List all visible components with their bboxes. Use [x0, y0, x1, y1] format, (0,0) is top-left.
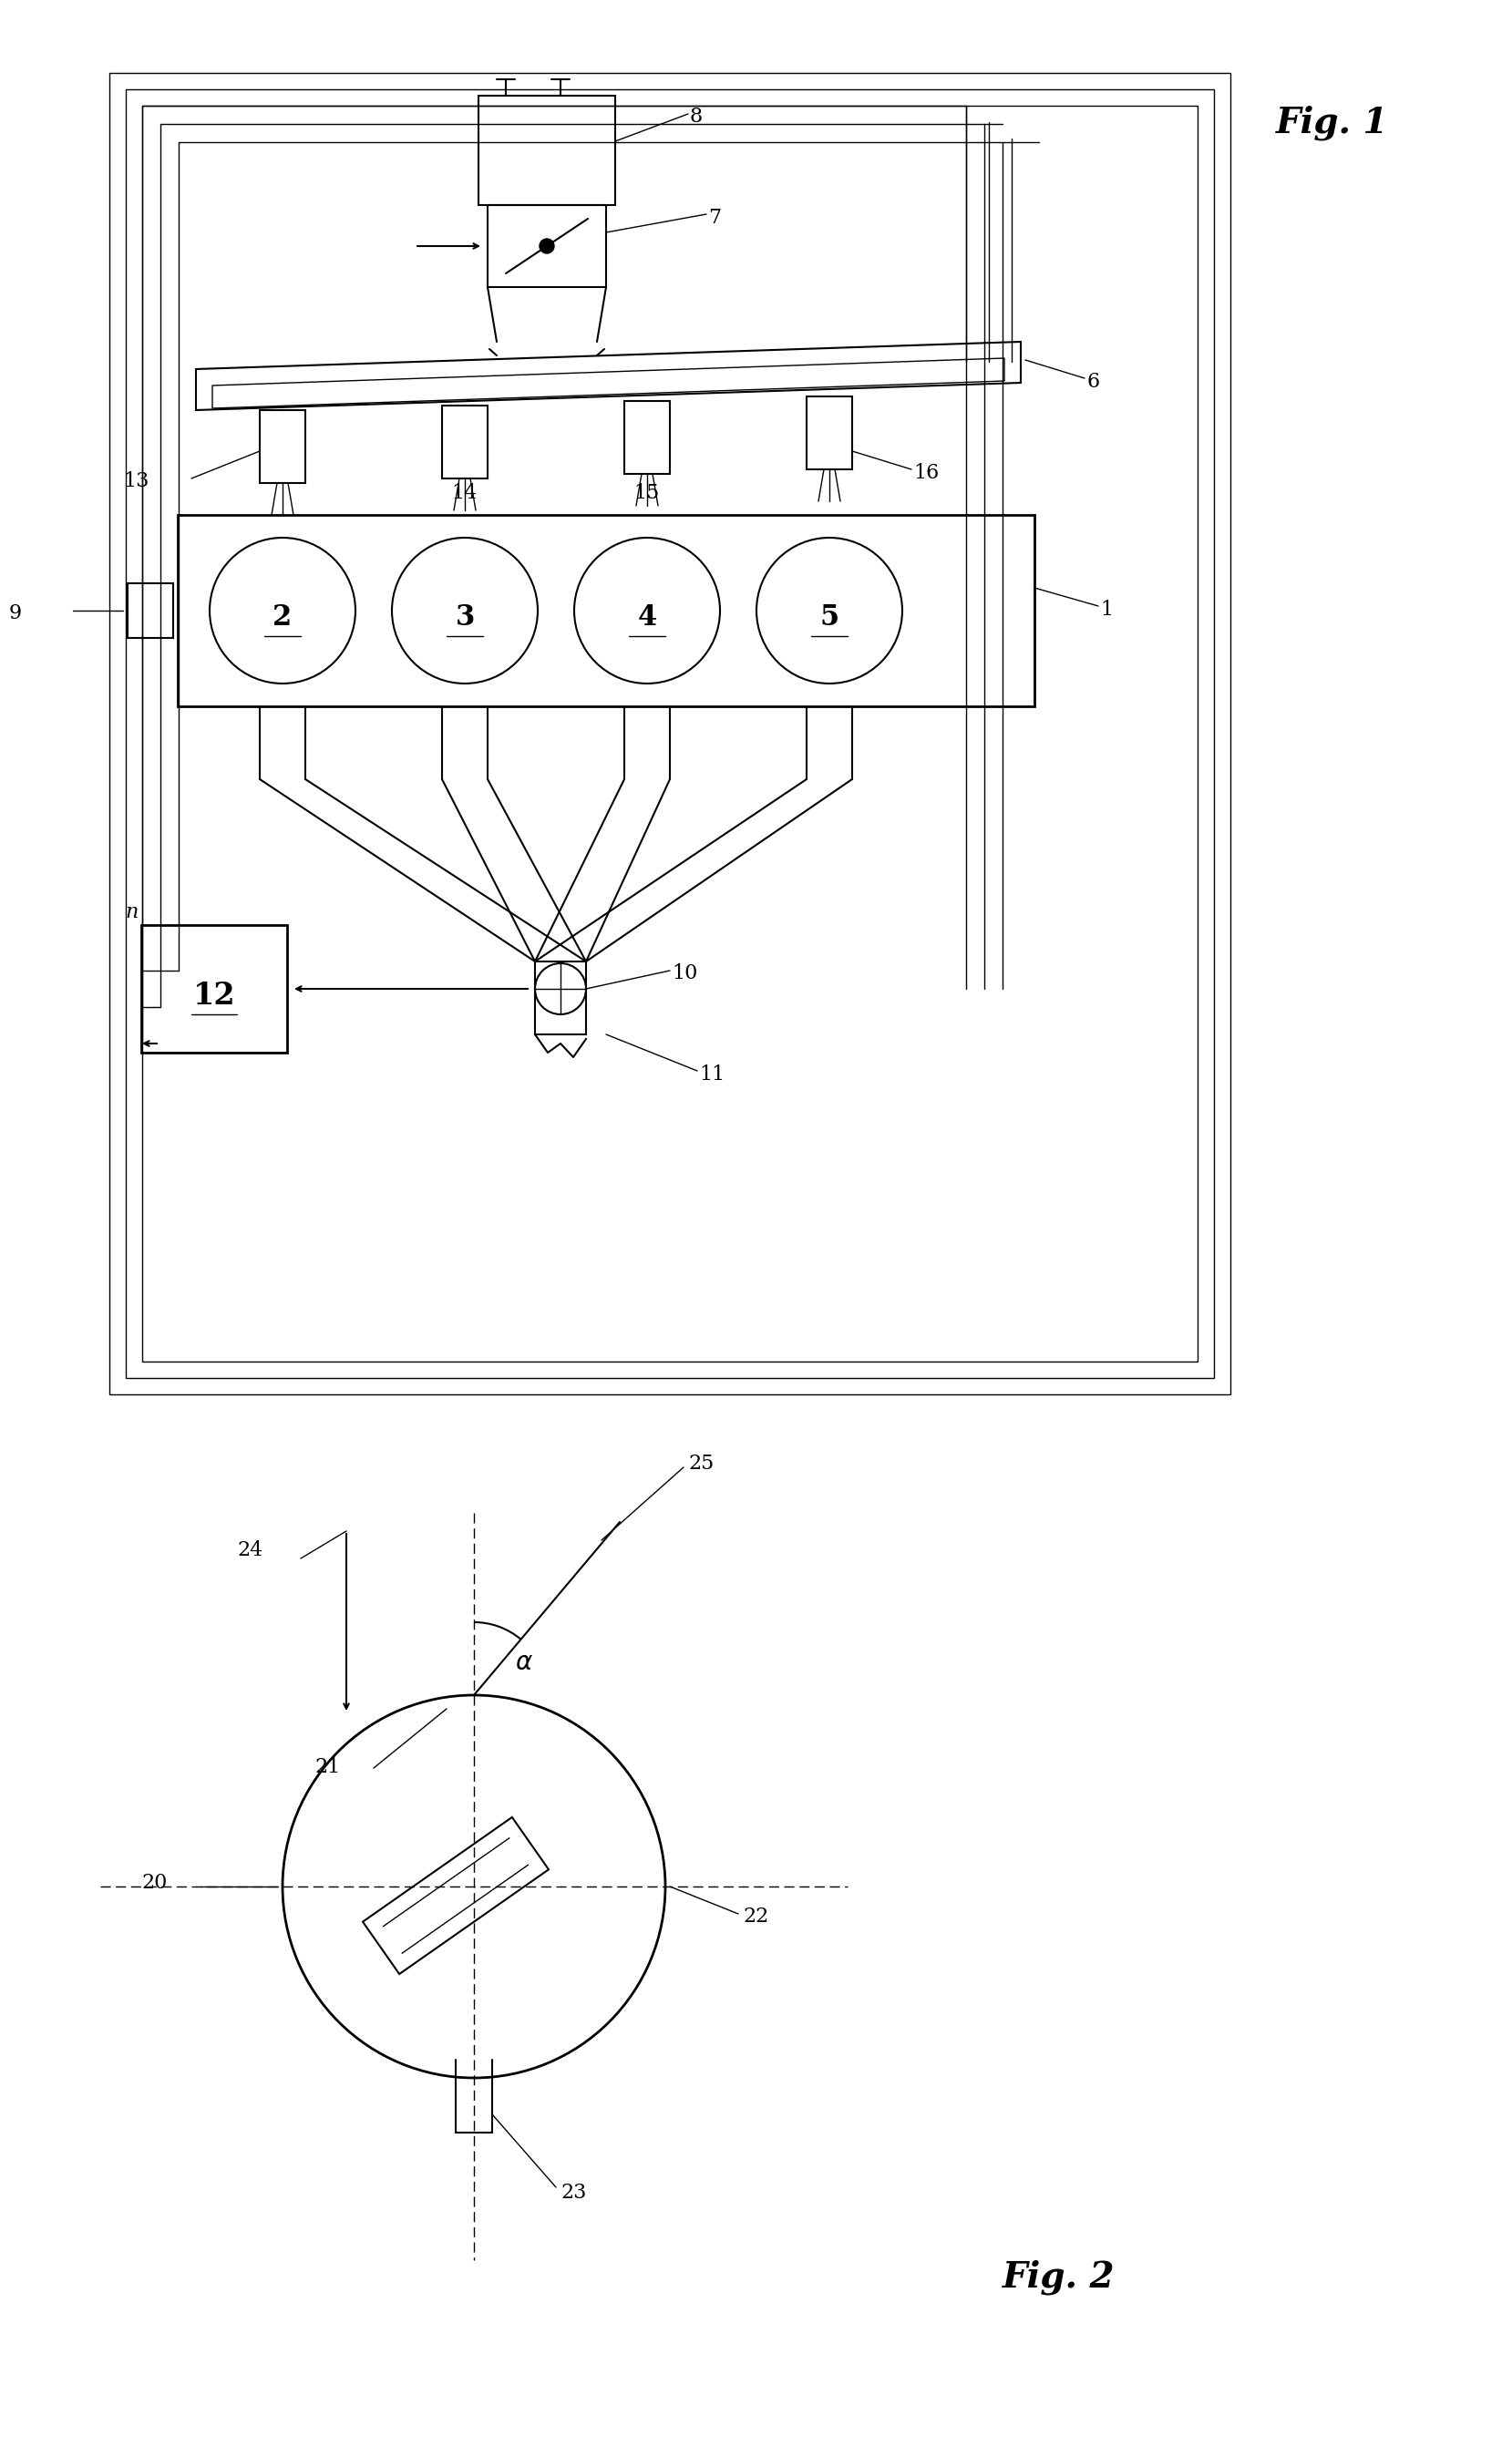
Text: 16: 16 — [913, 462, 939, 482]
Bar — [127, 582, 174, 639]
Text: 21: 21 — [314, 1757, 340, 1777]
Bar — [442, 406, 487, 480]
Bar — [487, 206, 606, 286]
Text: 1: 1 — [1101, 600, 1113, 619]
Text: 20: 20 — [141, 1872, 168, 1894]
Text: 3: 3 — [455, 604, 475, 631]
Bar — [806, 396, 853, 470]
Text: 2: 2 — [272, 604, 292, 631]
Bar — [624, 401, 670, 475]
Text: 9: 9 — [9, 604, 23, 624]
Bar — [141, 925, 287, 1052]
Text: 14: 14 — [451, 482, 476, 504]
Text: 12: 12 — [194, 981, 236, 1011]
Text: 11: 11 — [699, 1064, 724, 1084]
Text: 8: 8 — [689, 108, 703, 127]
Text: 4: 4 — [638, 604, 656, 631]
Text: 13: 13 — [122, 472, 148, 492]
Text: $\alpha$: $\alpha$ — [516, 1652, 534, 1676]
Text: 6: 6 — [1087, 372, 1099, 392]
Bar — [142, 105, 1198, 1361]
Text: 23: 23 — [561, 2183, 587, 2202]
Bar — [535, 962, 587, 1035]
Text: 15: 15 — [634, 482, 659, 504]
Bar — [178, 514, 1034, 707]
Text: 5: 5 — [820, 604, 839, 631]
Text: 7: 7 — [708, 208, 721, 228]
Text: n: n — [125, 903, 139, 923]
Text: 25: 25 — [688, 1454, 714, 1473]
Bar — [125, 88, 1214, 1378]
Text: 22: 22 — [742, 1906, 768, 1926]
Bar — [260, 411, 305, 482]
Text: 10: 10 — [671, 964, 697, 984]
Bar — [109, 73, 1231, 1395]
Text: Fig. 1: Fig. 1 — [1276, 105, 1388, 139]
Circle shape — [540, 240, 553, 254]
Bar — [478, 95, 615, 206]
Text: 24: 24 — [237, 1539, 263, 1561]
Text: Fig. 2: Fig. 2 — [1002, 2261, 1114, 2295]
